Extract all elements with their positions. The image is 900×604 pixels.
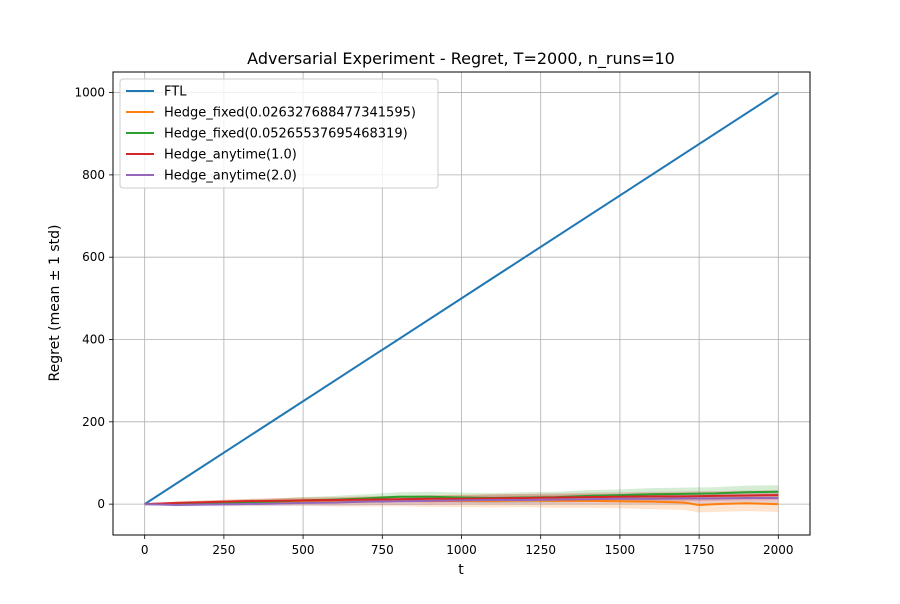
x-axis-label: t <box>458 562 464 578</box>
chart-title: Adversarial Experiment - Regret, T=2000,… <box>247 49 675 69</box>
y-axis-label: Regret (mean ± 1 std) <box>47 225 63 382</box>
y-axis-ticks: 0 200 400 600 800 1000 <box>74 86 113 511</box>
y-tick-label: 1000 <box>74 86 105 100</box>
y-tick-label: 400 <box>82 333 105 347</box>
series-line-4 <box>144 496 779 506</box>
x-tick-label: 0 <box>141 543 149 557</box>
y-tick-label: 200 <box>82 415 105 429</box>
x-tick-label: 500 <box>292 543 315 557</box>
x-tick-label: 250 <box>212 543 235 557</box>
y-tick-label: 600 <box>82 250 105 264</box>
series-lines <box>144 91 779 506</box>
series-line-2 <box>144 490 779 506</box>
series-line-3 <box>144 494 779 506</box>
legend: FTL Hedge_fixed(0.026327688477341595) Hedg… <box>119 78 439 189</box>
x-tick-label: 2000 <box>763 543 794 557</box>
x-tick-label: 1750 <box>684 543 715 557</box>
x-tick-label: 1250 <box>525 543 556 557</box>
x-tick-label: 1500 <box>605 543 636 557</box>
x-tick-label: 1000 <box>446 543 477 557</box>
legend-label: Hedge_fixed(0.026327688477341595) <box>164 106 416 121</box>
series-line-0 <box>144 91 779 505</box>
legend-label: Hedge_anytime(1.0) <box>164 148 297 163</box>
legend-label: FTL <box>164 85 187 100</box>
y-tick-label: 800 <box>82 168 105 182</box>
legend-label: Hedge_fixed(0.05265537695468319) <box>164 127 408 142</box>
y-tick-label: 0 <box>97 497 105 511</box>
x-tick-label: 750 <box>371 543 394 557</box>
legend-label: Hedge_anytime(2.0) <box>164 169 297 184</box>
legend-box <box>119 78 439 189</box>
x-axis-ticks: 0 250 500 750 1000 1250 1500 1750 2000 <box>141 535 794 557</box>
